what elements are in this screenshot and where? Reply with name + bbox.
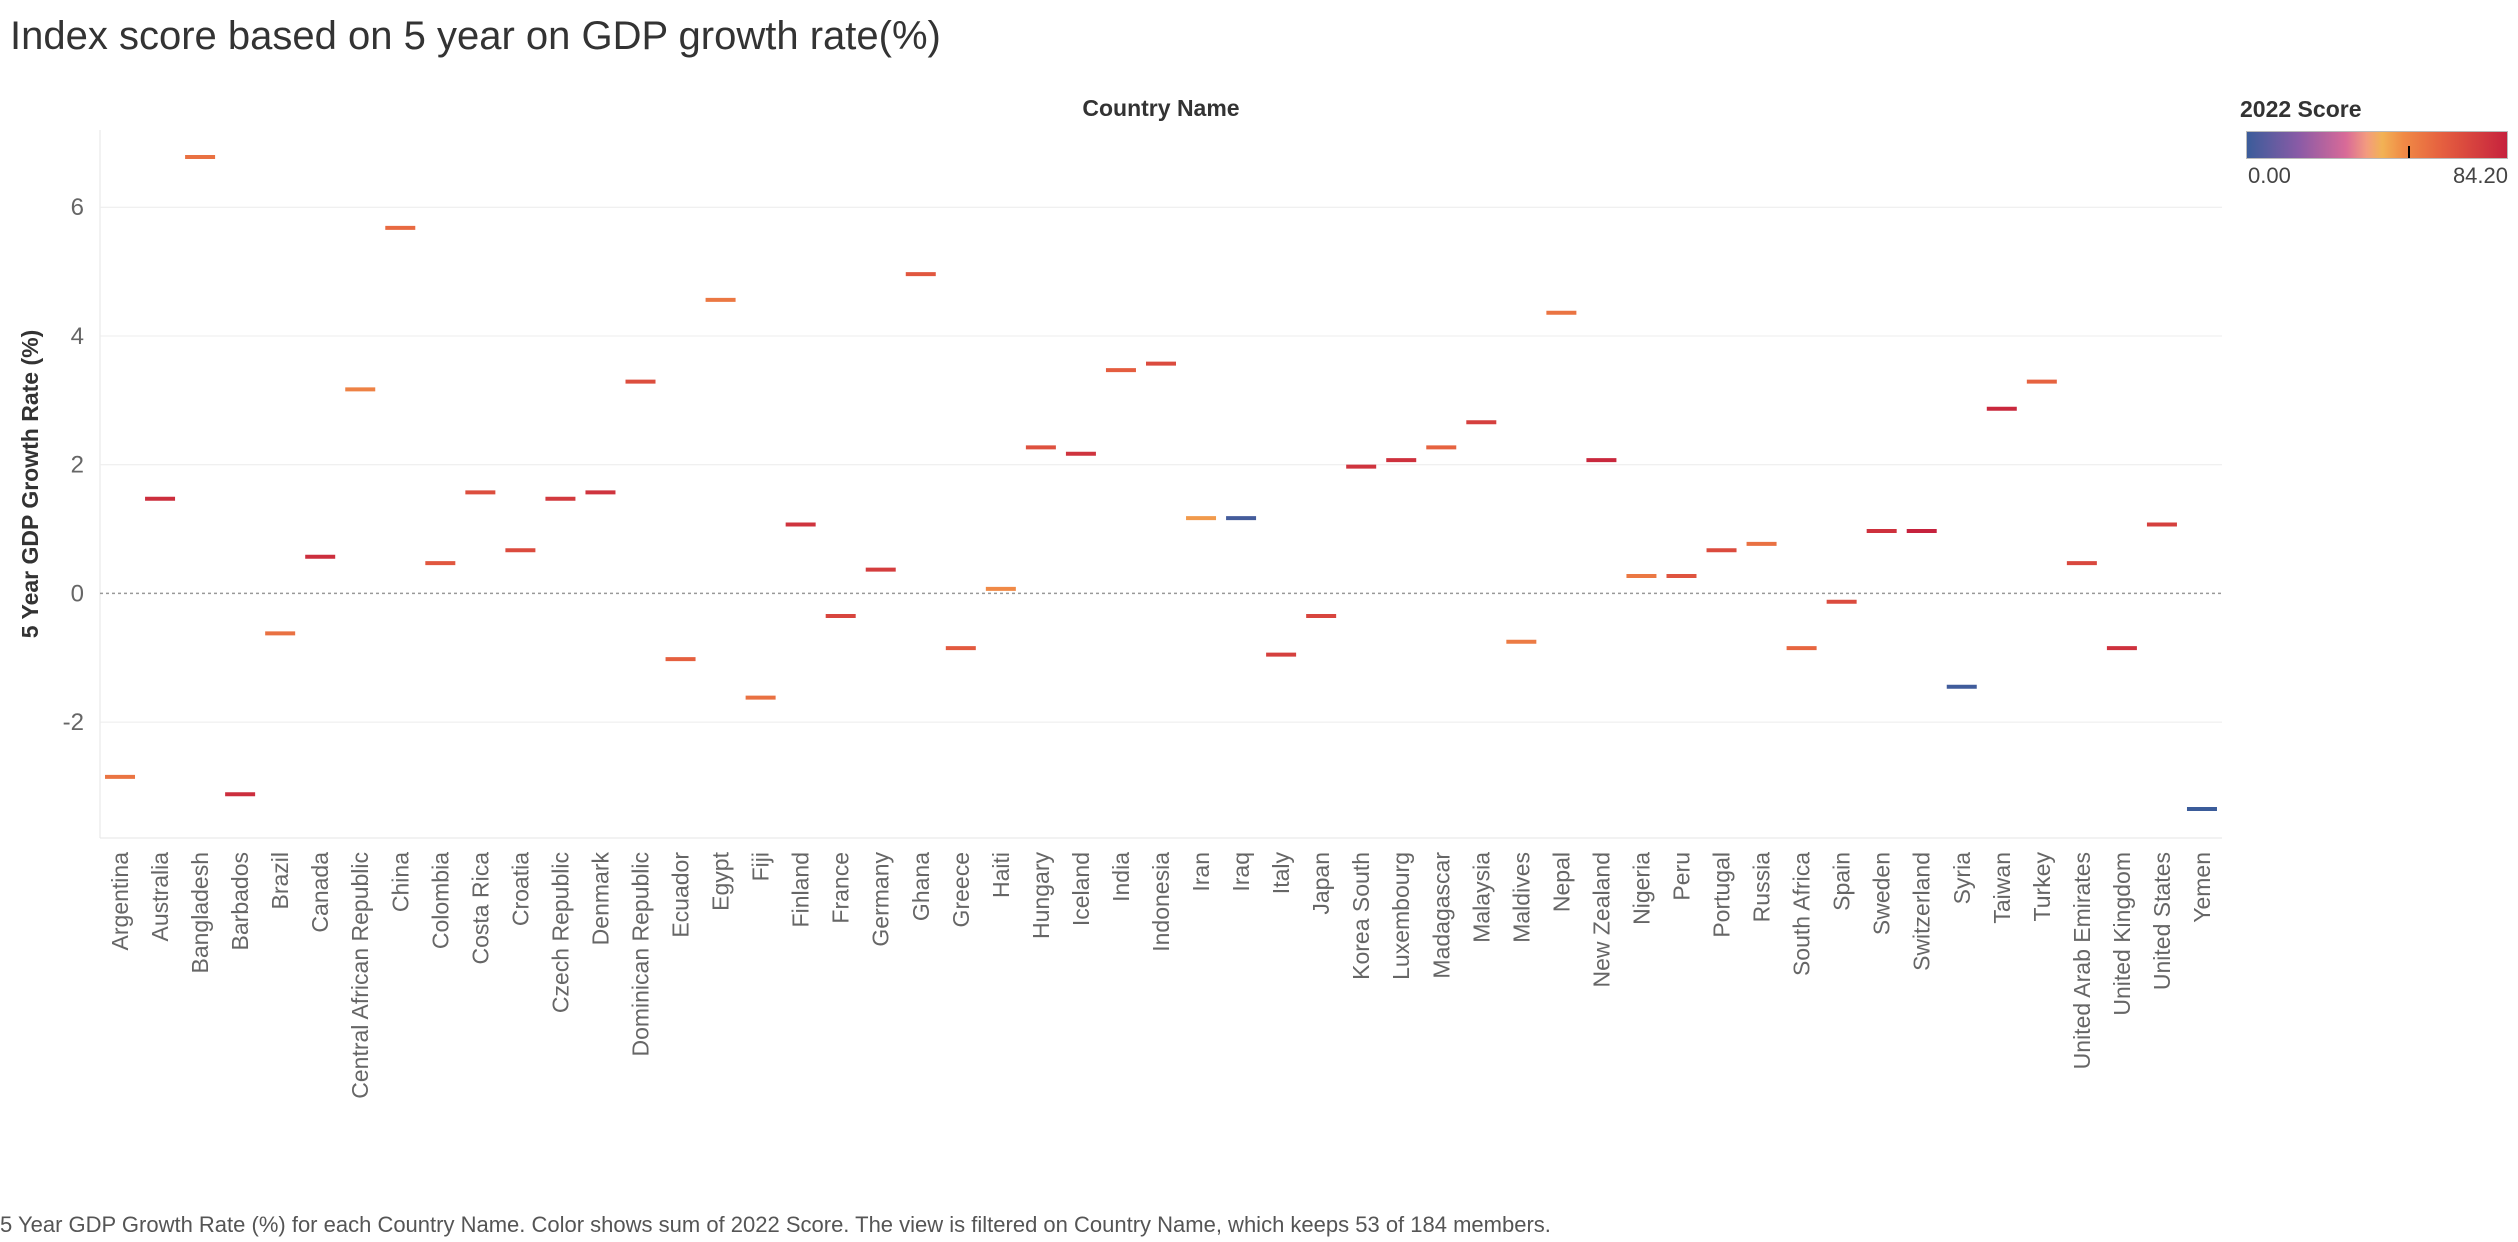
x-category-label: Turkey — [2029, 852, 2055, 922]
x-category-label: Central African Republic — [347, 852, 373, 1099]
x-category-label: Argentina — [107, 852, 133, 951]
x-category-label: Ghana — [908, 852, 934, 921]
x-category-label: Colombia — [427, 852, 453, 949]
x-category-label: Japan — [1308, 852, 1334, 915]
x-category-label: France — [828, 852, 854, 924]
y-axis-ticks: 6 4 2 0 -2 — [63, 194, 84, 736]
color-legend: 2022 Score 0.00 84.20 — [2236, 96, 2516, 188]
x-category-label: Switzerland — [1909, 852, 1935, 971]
y-tick-label: 4 — [71, 323, 84, 350]
x-category-label: Germany — [868, 852, 894, 947]
y-tick-label: -2 — [63, 709, 84, 736]
x-category-label: Hungary — [1028, 852, 1054, 939]
x-category-label: Portugal — [1709, 852, 1735, 938]
x-category-label: Nigeria — [1628, 852, 1654, 925]
x-category-label: Malaysia — [1468, 852, 1494, 943]
y-tick-label: 2 — [71, 452, 84, 479]
x-category-label: Egypt — [708, 851, 734, 910]
x-category-label: Haiti — [988, 852, 1014, 898]
chart-caption: 5 Year GDP Growth Rate (%) for each Coun… — [0, 1212, 1551, 1237]
x-category-label: Fiji — [748, 852, 774, 881]
gridlines — [99, 130, 2222, 839]
x-category-label: Ecuador — [668, 852, 694, 938]
x-category-label: Costa Rica — [467, 852, 493, 965]
x-axis-title: Country Name — [1082, 95, 1239, 121]
data-marks — [105, 155, 2217, 812]
x-category-label: United Arab Emirates — [2069, 852, 2095, 1069]
x-category-label: Russia — [1749, 852, 1775, 923]
chart: 6 4 2 0 -2 Argentina Australia Bangladesh Barba… — [17, 95, 2222, 1099]
x-category-label: United Kingdom — [2109, 852, 2135, 1016]
x-category-label: Spain — [1829, 852, 1855, 911]
x-category-label: Korea South — [1348, 852, 1374, 980]
x-category-label: Czech Republic — [547, 852, 573, 1013]
x-category-label: Barbados — [227, 852, 253, 950]
legend-title: 2022 Score — [2240, 96, 2362, 122]
x-category-label: Canada — [307, 852, 333, 933]
legend-max-label: 84.20 — [2452, 163, 2508, 188]
x-category-label: Denmark — [587, 852, 613, 946]
x-category-label: India — [1108, 852, 1134, 902]
x-category-label: Syria — [1949, 852, 1975, 905]
y-axis-title: 5 Year GDP Growth Rate (%) — [17, 330, 43, 638]
x-category-label: Iran — [1188, 852, 1214, 892]
y-tick-label: 6 — [71, 194, 84, 221]
x-category-label: Nepal — [1548, 852, 1574, 912]
x-category-label: Italy — [1268, 852, 1294, 895]
x-category-label: Peru — [1668, 852, 1694, 901]
x-category-label: Iraq — [1228, 852, 1254, 892]
x-category-label: Iceland — [1068, 852, 1094, 926]
legend-gradient-bar — [2246, 131, 2508, 159]
y-tick-label: 0 — [71, 580, 84, 607]
legend-min-label: 0.00 — [2248, 163, 2291, 188]
x-category-label: Brazil — [267, 852, 293, 910]
x-axis-categories: Argentina Australia Bangladesh Barbados Braz… — [107, 851, 2215, 1098]
x-category-label: Sweden — [1869, 852, 1895, 935]
x-category-label: Australia — [147, 852, 173, 942]
page-title: Index score based on 5 year on GDP growt… — [10, 14, 941, 58]
legend-marker — [2407, 146, 2410, 158]
x-category-label: Yemen — [2189, 852, 2215, 923]
x-category-label: Maldives — [1508, 852, 1534, 943]
x-category-label: South Africa — [1789, 852, 1815, 976]
x-category-label: Indonesia — [1148, 852, 1174, 952]
x-category-label: Dominican Republic — [628, 852, 654, 1057]
x-category-label: United States — [2149, 852, 2175, 990]
x-category-label: China — [387, 852, 413, 912]
x-category-label: Luxembourg — [1388, 852, 1414, 980]
x-category-label: Bangladesh — [187, 852, 213, 974]
x-category-label: Finland — [788, 852, 814, 927]
x-category-label: Taiwan — [1989, 852, 2015, 924]
x-category-label: Madagascar — [1428, 852, 1454, 979]
x-category-label: Greece — [948, 852, 974, 927]
x-category-label: New Zealand — [1588, 852, 1614, 988]
x-category-label: Croatia — [507, 852, 533, 926]
